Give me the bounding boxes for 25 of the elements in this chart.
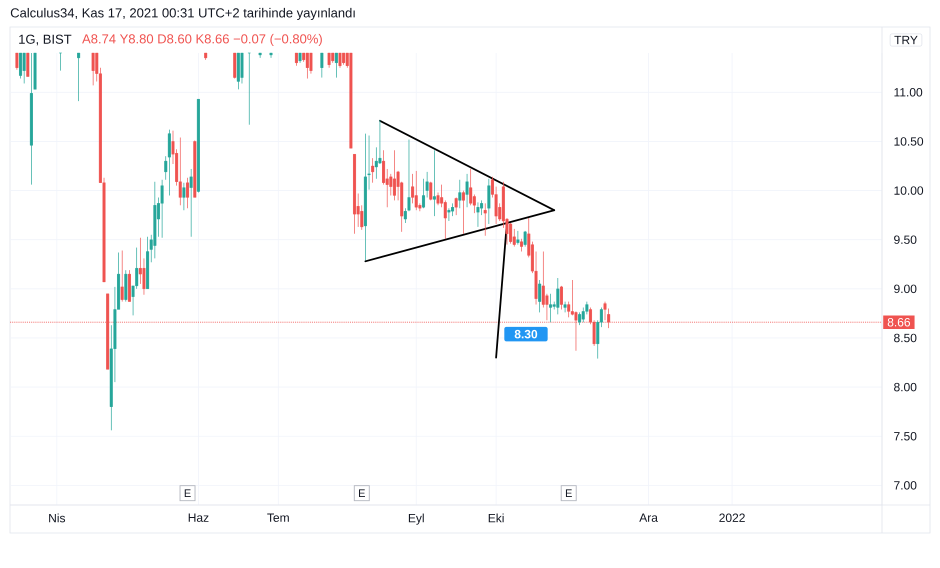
x-tick-label: Haz bbox=[188, 514, 208, 522]
data-label: 8.30 bbox=[514, 330, 538, 338]
x-tick-label: 2022 bbox=[719, 514, 745, 522]
y-tick-label: 11.00 bbox=[894, 88, 922, 97]
chart-subtitle: A8.74 Y8.80 D8.60 K8.66 −0.07 (−0.80%) bbox=[82, 34, 322, 46]
y-tick-label: 8.00 bbox=[894, 382, 916, 392]
x-tick-label: Ara bbox=[639, 514, 658, 522]
y-axis-title: TRY bbox=[894, 36, 918, 44]
ref-line-label: 8.66 bbox=[888, 318, 910, 326]
chart-title: 1G, BIST bbox=[19, 34, 72, 46]
text: E bbox=[359, 489, 365, 497]
y-tick-label: 8.50 bbox=[894, 334, 916, 342]
y-tick-label: 10.50 bbox=[894, 137, 924, 146]
y-tick-label: 9.00 bbox=[894, 284, 916, 294]
text: Calculus34, Kas 17, 2021 00:31 UTC+2 tarihinde yayınlandı bbox=[10, 8, 355, 20]
y-tick-label: 10.00 bbox=[894, 186, 924, 195]
series-label: E bbox=[184, 489, 191, 497]
x-tick-label: Tem bbox=[267, 514, 289, 522]
y-tick-label: 9.50 bbox=[894, 235, 916, 244]
text: E bbox=[566, 489, 572, 497]
y-tick-label: 7.50 bbox=[894, 432, 916, 440]
x-tick-label: Eyl bbox=[408, 514, 424, 525]
x-tick-label: Nis bbox=[49, 514, 66, 522]
x-tick-label: Eki bbox=[488, 514, 504, 522]
y-tick-label: 7.00 bbox=[894, 481, 916, 490]
